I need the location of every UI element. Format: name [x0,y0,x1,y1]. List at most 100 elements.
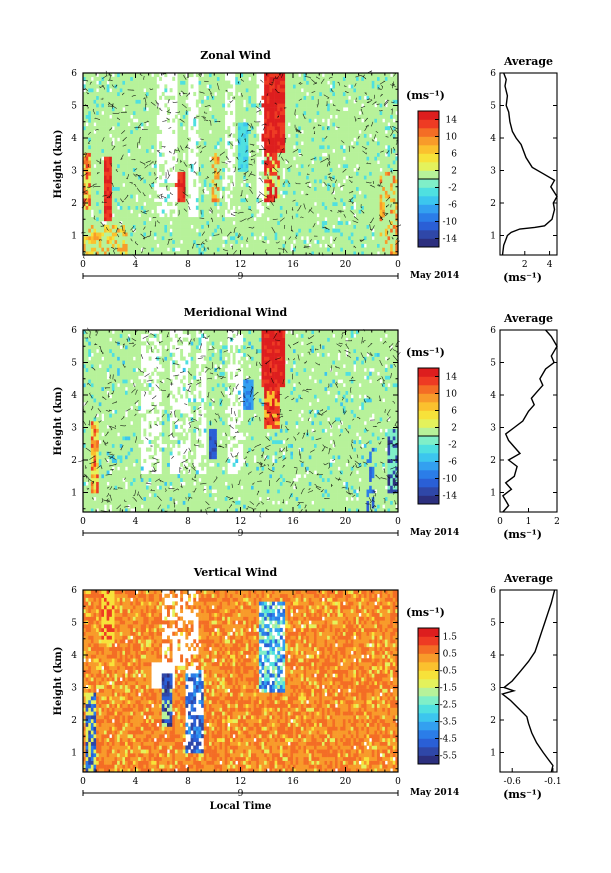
average-y-tick-label: 5 [490,359,496,369]
contour-lines [80,70,401,260]
panel-title: Meridional Wind [184,306,288,319]
date-label: May 2014 [410,788,459,798]
x-tick-label: 0 [80,517,86,527]
colorbar-tick-label: -1.5 [440,684,458,694]
colorbar-swatch [418,196,439,205]
y-tick-label: 4 [71,134,77,144]
average-y-tick-label: 2 [490,456,496,466]
panel-title: Vertical Wind [193,566,278,579]
colorbar-swatch [418,230,439,239]
x-tick-label: 0 [395,260,401,270]
x-tick-label: 4 [133,517,139,527]
colorbar-frame [417,627,440,765]
average-x-label: (ms⁻¹) [503,788,542,801]
colorbar-swatch [418,721,439,731]
colorbar-swatch [418,713,439,722]
y-tick-label: 5 [71,102,77,112]
colorbar-tick-label: -2 [448,184,457,194]
colorbar-swatch [418,679,439,688]
y-tick-label: 4 [71,651,77,661]
heatmap-cells [78,327,401,518]
y-tick-label: 6 [71,69,77,79]
colorbar-swatch [418,628,439,637]
colorbar-tick-label: 14 [446,373,458,383]
y-tick-label: 3 [71,424,77,434]
average-y-tick-label: 2 [490,716,496,726]
colorbar-swatch [418,238,439,248]
colorbar-tick-label: -10 [443,218,458,228]
colorbar-swatch [418,385,439,394]
average-x-tick-label: 1 [526,517,532,527]
colorbar-tick-label: 14 [446,116,458,126]
x-tick-label: 8 [185,777,191,787]
average-y-tick-label: 5 [490,102,496,112]
colorbar-swatch [418,170,439,180]
colorbar-swatch [418,393,439,403]
colorbar-tick-label: -6 [448,458,457,468]
x-tick-label: 0 [395,517,401,527]
average-x-label: (ms⁻¹) [503,271,542,284]
x-axis-label: Local Time [210,801,272,812]
x-tick-label: 20 [340,777,352,787]
colorbar-swatch [418,461,439,471]
colorbar-swatch [418,368,439,377]
average-title: Average [503,55,553,68]
average-y-tick-label: 1 [490,749,496,759]
x-tick-label: 4 [133,260,139,270]
y-tick-label: 2 [71,456,77,466]
average-x-label: (ms⁻¹) [503,528,542,541]
colorbar-swatch [418,119,439,129]
average-y-tick-label: 2 [490,199,496,209]
colorbar-swatch [418,153,439,163]
day-label: 9 [238,529,244,539]
average-y-tick-label: 6 [490,586,496,596]
colorbar-swatch [418,755,439,765]
date-label: May 2014 [410,528,459,538]
y-tick-label: 6 [71,586,77,596]
colorbar-swatch [418,470,439,479]
average-x-tick-label: 2 [554,517,560,527]
average-y-tick-label: 4 [490,651,496,661]
colorbar-tick-label: -4.5 [440,735,458,745]
colorbar-tick-label: 6 [451,150,457,160]
colorbar-swatch [418,145,439,154]
colorbar-unit: (ms⁻¹) [406,346,445,359]
x-tick-label: 4 [133,777,139,787]
y-axis-label: Height (km) [53,130,64,199]
y-tick-label: 1 [71,749,77,759]
x-tick-label: 12 [235,260,246,270]
colorbar-tick-label: -14 [443,492,458,502]
colorbar-swatch [418,696,439,705]
y-tick-label: 6 [71,326,77,336]
colorbar-tick-label: -6 [448,201,457,211]
day-label: 9 [238,272,244,282]
colorbar-swatch [418,436,439,445]
colorbar-swatch [418,221,439,231]
colorbar-tick-label: 10 [446,133,458,143]
y-tick-label: 5 [71,359,77,369]
y-tick-label: 5 [71,619,77,629]
colorbar-tick-label: -3.5 [440,718,458,728]
x-tick-label: 8 [185,260,191,270]
day-label: 9 [238,789,244,799]
colorbar-swatch [418,670,439,680]
average-y-tick-label: 5 [490,619,496,629]
colorbar-tick-label: 1.5 [443,633,458,643]
colorbar-tick-label: 0.5 [443,650,458,660]
colorbar-swatch [418,687,439,697]
colorbar-swatch [418,427,439,437]
colorbar-swatch [418,704,439,714]
average-x-tick-label: -0.6 [504,777,522,787]
average-y-tick-label: 3 [490,167,496,177]
average-frame [499,589,558,773]
contour-lines [78,327,401,518]
colorbar-tick-label: -2 [448,441,457,451]
colorbar-swatch [418,730,439,739]
y-tick-label: 3 [71,167,77,177]
colorbar-tick-label: -2.5 [440,701,458,711]
x-tick-label: 8 [185,517,191,527]
